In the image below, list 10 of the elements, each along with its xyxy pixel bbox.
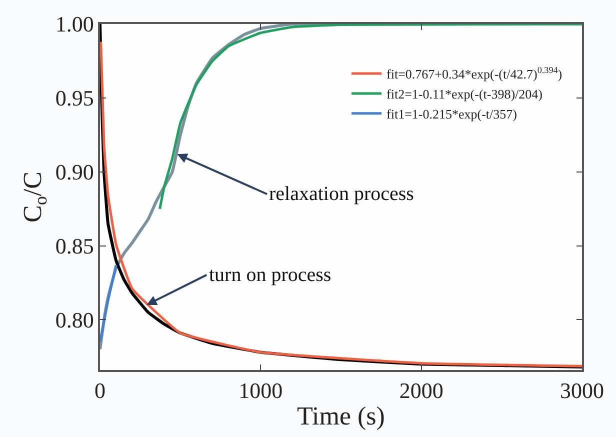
- x-tick-label: 1000: [238, 378, 283, 404]
- x-tick-label: 0: [94, 378, 106, 404]
- y-tick-label: 0.80: [55, 307, 94, 332]
- x-tick-label: 2000: [399, 378, 444, 404]
- x-axis-title: Time (s): [297, 401, 385, 430]
- y-tick-label: 0.95: [55, 86, 94, 111]
- x-tick-label: 3000: [560, 378, 604, 404]
- y-tick-label: 0.85: [55, 233, 94, 258]
- y-tick-label: 1.00: [55, 12, 94, 37]
- y-tick-label: 0.90: [55, 160, 94, 185]
